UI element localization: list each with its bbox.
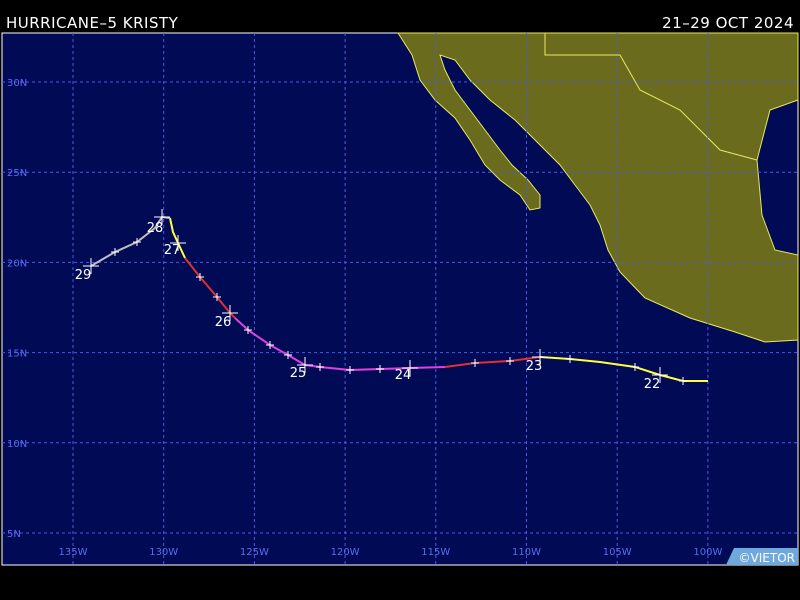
track-cross [566, 355, 574, 363]
longitude-label: 110W [512, 547, 541, 558]
track-cross [244, 326, 252, 334]
longitude-label: 105W [603, 547, 632, 558]
longitude-label: 125W [240, 547, 269, 558]
credit-tab [726, 548, 798, 565]
track-cross [631, 363, 639, 371]
latitude-label: 25N [7, 168, 27, 179]
day-cross [154, 209, 170, 225]
longitude-label: 135W [59, 547, 88, 558]
latitude-label: 30N [7, 78, 27, 89]
graticule: 30N 25N 20N 15N 10N 5N 135W 130W 125W 120W 115W 110… [2, 33, 798, 565]
track-segment [234, 317, 446, 372]
day-cross [652, 367, 668, 383]
longitude-label: 100W [693, 547, 722, 558]
track-cross [316, 363, 324, 371]
border [544, 33, 758, 161]
track-cross [346, 366, 354, 374]
track-cross [213, 293, 221, 301]
day-cross [83, 258, 99, 274]
day-label: 25 [290, 366, 307, 381]
track-cross [376, 365, 384, 373]
track-cross [133, 238, 141, 246]
latitude-label: 5N [7, 529, 21, 540]
track-cross [284, 351, 292, 359]
longitude-label: 130W [149, 547, 178, 558]
track-segment [169, 217, 186, 259]
track-segment [444, 356, 541, 368]
longitude-label: 120W [331, 547, 360, 558]
day-label: 22 [644, 377, 661, 392]
track-cross [679, 377, 687, 385]
day-cross [532, 349, 548, 365]
credit: ©VIETOR [739, 551, 795, 565]
day-cross [170, 235, 186, 251]
land [397, 32, 799, 343]
day-cross [222, 305, 238, 321]
day-label: 24 [395, 368, 412, 383]
day-label: 26 [215, 315, 232, 330]
longitude-label: 115W [421, 547, 450, 558]
track-points [83, 209, 687, 385]
track-cross [196, 273, 204, 281]
latitude-label: 20N [7, 258, 27, 269]
day-label: 23 [526, 359, 543, 374]
latitude-label: 15N [7, 349, 27, 360]
day-cross [297, 357, 313, 373]
date-range: 21–29 OCT 2024 [662, 14, 794, 32]
track-cross [506, 357, 514, 365]
latitude-label: 10N [7, 439, 27, 450]
track-cross [111, 248, 119, 256]
day-cross [402, 360, 418, 376]
day-label: 29 [75, 268, 92, 283]
day-label: 27 [164, 243, 181, 258]
track-cross [266, 341, 274, 349]
track-cross [471, 359, 479, 367]
day-label: 28 [147, 221, 164, 236]
storm-title: HURRICANE–5 KRISTY [6, 14, 179, 32]
